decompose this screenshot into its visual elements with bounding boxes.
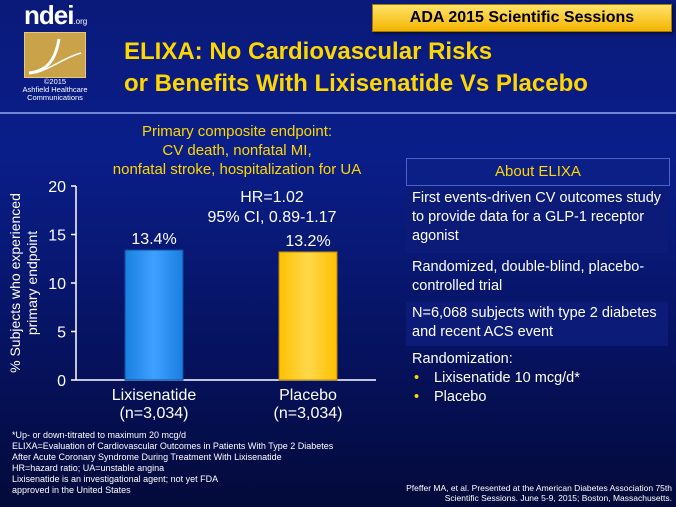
randomization-list: Lixisenatide 10 mcg/d* Placebo <box>412 369 662 407</box>
randomization-item-1: Lixisenatide 10 mcg/d* <box>414 369 662 388</box>
footnote-3: After Acute Coronary Syndrome During Tre… <box>12 452 282 462</box>
chart-title-line-3: nonfatal stroke, hospitalization for UA <box>112 161 362 178</box>
y-axis-label-line-2: primary endpoint <box>24 231 40 335</box>
about-randomization: Randomization: Lixisenatide 10 mcg/d* Pl… <box>406 348 668 414</box>
footnote-1: *Up- or down-titrated to maximum 20 mcg/… <box>12 430 187 440</box>
about-item-2: Randomized, double-blind, placebo-contro… <box>412 259 645 294</box>
footnotes: *Up- or down-titrated to maximum 20 mcg/… <box>12 430 402 496</box>
ndei-logo: ndei.org ©2015 Ashfield Healthcare Commu… <box>18 0 92 102</box>
slide-title-line-2: or Benefits With Lixisenatide Vs Placebo <box>124 70 588 97</box>
bar-chart: 0 5 10 15 20 % Subjects who experienced primar… <box>7 179 376 422</box>
hr-annotation-line-2: 95% CI, 0.89-1.17 <box>208 209 337 226</box>
footnote-6: approved in the United States <box>12 485 131 495</box>
copyright-owner: Ashfield Healthcare Communications <box>22 85 88 102</box>
slide-title: ELIXA: No Cardiovascular Risks or Benefi… <box>124 36 664 100</box>
header-divider <box>0 112 676 114</box>
logo-text: ndei <box>24 0 74 30</box>
y-tick-label-3: 15 <box>48 228 66 245</box>
y-tick-label-2: 10 <box>48 276 66 293</box>
bar-1 <box>278 251 338 381</box>
x-category-label-0-line-2: (n=3,034) <box>120 405 189 422</box>
y-axis-label-line-1: % Subjects who experienced <box>7 193 23 373</box>
chart-title-line-2: CV death, nonfatal MI, <box>162 142 312 159</box>
citation: Pfeffer MA, et al. Presented at the Amer… <box>368 483 672 503</box>
x-category-label-0-line-1: Lixisenatide <box>112 387 197 404</box>
footnote-5: Lixisenatide is an investigational agent… <box>12 474 219 484</box>
randomization-item-2: Placebo <box>414 388 662 407</box>
bar-0 <box>124 249 184 381</box>
y-tick-label-0: 0 <box>57 373 66 390</box>
about-item-3: N=6,068 subjects with type 2 diabetes an… <box>406 302 668 346</box>
logo-swirl-icon <box>28 38 82 75</box>
y-tick-label-1: 5 <box>57 325 66 342</box>
logo-emblem <box>24 32 86 78</box>
x-category-label-1-line-2: (n=3,034) <box>274 405 343 422</box>
about-item-1: First events-driven CV outcomes study to… <box>406 187 668 253</box>
citation-line-1: Pfeffer MA, et al. Presented at the Amer… <box>406 483 672 493</box>
slide-header: ndei.org ©2015 Ashfield Healthcare Commu… <box>0 0 676 110</box>
bar-value-label-0: 13.4% <box>131 231 176 248</box>
citation-line-2: Scientific Sessions. June 5-9, 2015; Bos… <box>444 493 672 503</box>
footnote-4: HR=hazard ratio; UA=unstable angina <box>12 463 165 473</box>
chart-title: Primary composite endpoint: CV death, no… <box>92 122 382 179</box>
about-elixa-header: About ELIXA <box>406 158 670 186</box>
chart-title-line-1: Primary composite endpoint: <box>141 123 333 140</box>
conference-banner: ADA 2015 Scientific Sessions <box>372 4 672 32</box>
logo-suffix: .org <box>73 17 88 26</box>
footnote-2: ELIXA=Evaluation of Cardiovascular Outco… <box>12 441 334 451</box>
hr-annotation-line-1: HR=1.02 <box>240 189 304 206</box>
y-tick-label-4: 20 <box>48 179 66 196</box>
copyright-year: ©2015 <box>43 77 67 86</box>
bar-value-label-1: 13.2% <box>285 233 330 250</box>
randomization-label: Randomization: <box>412 351 513 367</box>
x-category-label-1-line-1: Placebo <box>279 387 337 404</box>
slide-title-line-1: ELIXA: No Cardiovascular Risks <box>124 38 493 65</box>
